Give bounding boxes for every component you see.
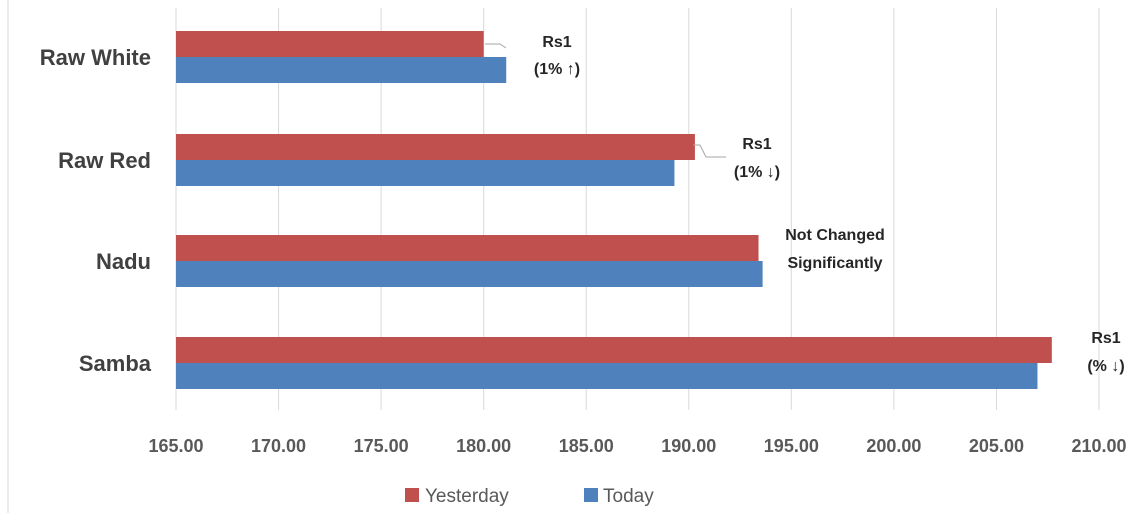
annotation-label: (1% ↑) — [534, 61, 580, 78]
x-tick-label: 210.00 — [1071, 436, 1126, 456]
annotation-label: Not Changed — [785, 227, 885, 244]
category-label: Samba — [79, 351, 152, 376]
legend-swatch-yesterday — [405, 488, 419, 502]
legend-swatch-today — [584, 488, 598, 502]
annotation-label: (1% ↓) — [734, 164, 780, 181]
annotation-label: Rs1 — [542, 34, 571, 51]
x-tick-label: 190.00 — [661, 436, 716, 456]
x-tick-label: 200.00 — [866, 436, 921, 456]
x-tick-label: 195.00 — [764, 436, 819, 456]
bar-yesterday-samba — [176, 337, 1052, 363]
x-tick-label: 180.00 — [456, 436, 511, 456]
annotation-label: Rs1 — [1091, 330, 1120, 347]
legend-label-yesterday: Yesterday — [425, 486, 509, 507]
bar-yesterday-raw-white — [176, 31, 484, 57]
x-tick-label: 165.00 — [148, 436, 203, 456]
x-tick-label: 185.00 — [559, 436, 614, 456]
bar-today-raw-red — [176, 160, 675, 186]
bar-yesterday-raw-red — [176, 134, 695, 160]
annotation-leader-line — [693, 144, 726, 158]
annotation-label: Significantly — [787, 255, 882, 272]
annotation-label: (% ↓) — [1087, 358, 1124, 375]
bar-yesterday-nadu — [176, 235, 759, 261]
category-label: Raw White — [40, 45, 151, 70]
annotation-leader-line — [485, 43, 507, 49]
x-tick-label: 170.00 — [251, 436, 306, 456]
legend-label-today: Today — [603, 486, 654, 507]
bar-today-nadu — [176, 261, 763, 287]
x-tick-label: 175.00 — [354, 436, 409, 456]
category-label: Nadu — [96, 249, 151, 274]
x-tick-label: 205.00 — [969, 436, 1024, 456]
bar-today-raw-white — [176, 57, 507, 83]
category-label: Raw Red — [58, 148, 151, 173]
bar-today-samba — [176, 363, 1038, 389]
annotation-label: Rs1 — [742, 136, 771, 153]
